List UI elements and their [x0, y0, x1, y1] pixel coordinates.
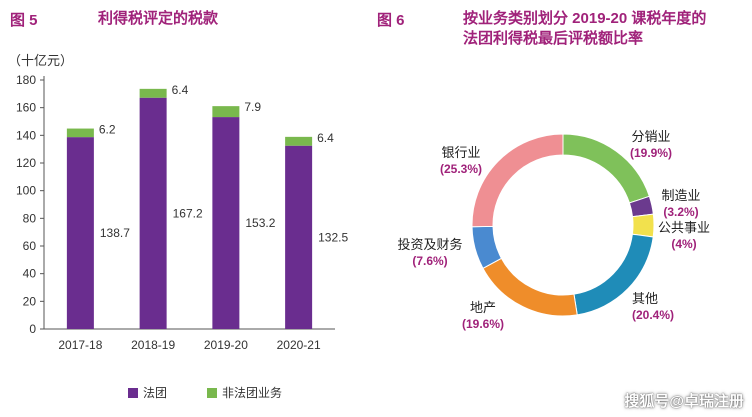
slice-value-label: (19.6%): [462, 317, 504, 331]
x-tick-label: 2018-19: [131, 338, 175, 352]
slice-value-label: (19.9%): [630, 146, 672, 160]
donut-slice: [631, 213, 655, 238]
slice-value-label: (20.4%): [632, 308, 674, 322]
slice-name-label: 投资及财务: [397, 237, 462, 252]
y-tick-label: 180: [16, 73, 36, 87]
y-tick-label: 60: [23, 239, 37, 253]
bar-segment-unincorporated: [66, 128, 94, 138]
legend-item-corporations: 法团: [128, 384, 167, 401]
slice-value-label: (3.2%): [663, 205, 698, 219]
bar-segment-corporations: [285, 145, 313, 329]
y-tick-label: 0: [29, 322, 36, 336]
slice-value-label: (25.3%): [440, 162, 482, 176]
y-tick-label: 120: [16, 156, 36, 170]
figure-5-label: 图 5: [10, 12, 38, 29]
slice-name-label: 银行业: [441, 145, 480, 160]
y-tick-label: 20: [23, 294, 37, 308]
legend-label-corporations: 法团: [143, 386, 168, 400]
x-tick-label: 2020-21: [277, 338, 321, 352]
slice-name-label: 分销业: [631, 129, 670, 144]
data-label-corporations: 167.2: [173, 206, 203, 220]
legend-label-unincorporated: 非法团业务: [222, 386, 283, 400]
bar-segment-unincorporated: [285, 136, 313, 146]
bar-segment-corporations: [139, 97, 167, 329]
figure-6-label: 图 6: [377, 12, 405, 29]
data-label-corporations: 138.7: [100, 226, 130, 240]
bar-segment-corporations: [66, 137, 94, 329]
figure-6-title-line-1: 按业务类别划分 2019-20 课税年度的: [463, 10, 707, 27]
slice-name-label: 其他: [632, 291, 658, 306]
legend-item-unincorporated: 非法团业务: [207, 384, 282, 401]
legend-swatch-corporations: [128, 387, 138, 398]
slice-name-label: 地产: [470, 300, 496, 315]
y-axis-unit-label: （十亿元）: [8, 53, 74, 68]
bar-segment-unincorporated: [139, 88, 167, 98]
y-tick-label: 140: [16, 128, 36, 142]
slice-name-label: 公共事业: [658, 220, 710, 235]
data-label-unincorporated: 6.4: [172, 83, 189, 97]
donut-slice: [471, 133, 564, 228]
y-tick-label: 160: [16, 101, 36, 115]
data-label-unincorporated: 6.2: [99, 123, 116, 137]
data-label-corporations: 132.5: [318, 230, 348, 244]
slice-name-label: 制造业: [661, 188, 700, 203]
y-tick-label: 40: [23, 267, 37, 281]
slice-value-label: (7.6%): [412, 254, 447, 268]
watermark: 搜狐号@卓瑞注册: [624, 393, 744, 410]
data-label-unincorporated: 7.9: [244, 100, 261, 114]
donut-slice: [482, 257, 578, 317]
slice-value-label: (4%): [671, 237, 696, 251]
data-label-unincorporated: 6.4: [317, 131, 334, 145]
legend-swatch-unincorporated: [207, 387, 217, 398]
figure-6-title-line-2: 法团利得税最后评税额比率: [463, 30, 644, 47]
x-tick-label: 2017-18: [58, 338, 102, 352]
y-tick-label: 100: [16, 184, 36, 198]
x-tick-label: 2019-20: [204, 338, 248, 352]
data-label-corporations: 153.2: [245, 216, 275, 230]
y-tick-label: 80: [23, 211, 37, 225]
bar-segment-unincorporated: [212, 106, 240, 118]
bar-segment-corporations: [212, 117, 240, 329]
figure-6-title: 按业务类别划分 2019-20 课税年度的 法团利得税最后评税额比率: [463, 9, 752, 49]
donut-slice: [562, 133, 651, 204]
figure-5-title: 利得税评定的税款: [98, 10, 219, 27]
